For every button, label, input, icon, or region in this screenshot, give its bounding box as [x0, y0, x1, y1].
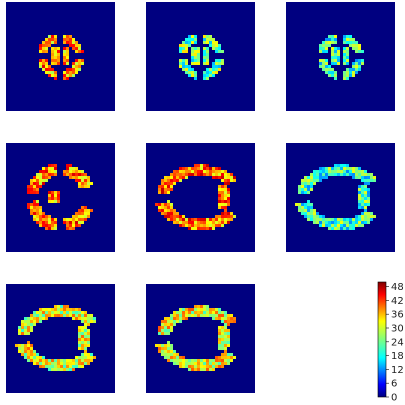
- colorbar-tick-label: 30: [391, 324, 404, 335]
- colorbar-tick-label: 18: [391, 351, 404, 362]
- slice-panel-6: [286, 143, 395, 252]
- colorbar-gradient: [377, 281, 387, 398]
- colorbar-tick-label: 24: [391, 337, 404, 348]
- colorbar-tick-label: 6: [391, 379, 397, 390]
- slice-panel-8: [146, 284, 255, 393]
- slice-panel-3: [286, 2, 395, 111]
- slice-panel-1: [6, 2, 115, 111]
- slice-panel-2: [146, 2, 255, 111]
- colorbar-tick-label: 36: [391, 310, 404, 321]
- colorbar: 48 42 36 30 24 18 12 6 0: [377, 281, 404, 404]
- slice-panel-7: [6, 284, 115, 393]
- colorbar-tick-label: 12: [391, 365, 404, 376]
- colorbar-tick-label: 48: [391, 282, 404, 293]
- slice-panels: [6, 2, 395, 393]
- colorbar-tick-label: 0: [391, 393, 397, 404]
- slice-panel-4: [6, 143, 115, 252]
- slice-panel-5: [146, 143, 255, 252]
- colorbar-tick-label: 42: [391, 296, 404, 307]
